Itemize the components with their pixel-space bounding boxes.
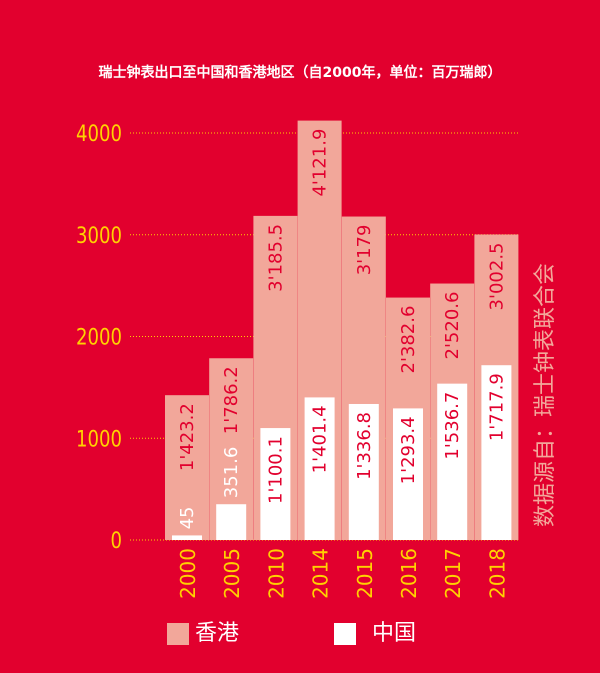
bar-china	[260, 428, 291, 540]
bar-label-hongkong: 3'185.5	[265, 224, 286, 292]
y-tick-label: 1000	[76, 427, 122, 452]
bar-china	[172, 535, 202, 540]
x-tick-label: 2005	[220, 548, 244, 599]
bar-label-hongkong: 1'786.2	[221, 366, 242, 434]
bar-china	[216, 504, 247, 540]
y-tick-label: 4000	[76, 122, 122, 147]
bar-china	[481, 365, 512, 540]
bar-label-china: 1'293.4	[398, 416, 419, 484]
y-tick-label: 0	[111, 529, 123, 554]
y-tick-label: 2000	[76, 326, 122, 351]
bar-label-china: 351.6	[221, 447, 242, 499]
bar-china	[437, 383, 468, 540]
y-tick-label: 3000	[76, 224, 122, 249]
x-tick-label: 2018	[485, 548, 509, 599]
chart-title: 瑞士钟表出口至中国和香港地区（自2000年，单位：百万瑞郎）	[98, 65, 502, 81]
bar-china	[304, 397, 335, 540]
bar-label-hongkong: 3'002.5	[486, 242, 507, 310]
x-tick-label: 2016	[397, 548, 421, 599]
x-tick-label: 2000	[176, 548, 200, 599]
bar-label-hongkong: 2'520.6	[442, 292, 463, 360]
bar-label-hongkong: 2'382.6	[398, 306, 419, 374]
bar-china	[348, 403, 379, 540]
bar-label-hongkong: 3'179	[354, 225, 375, 276]
x-tick-label: 2017	[441, 548, 465, 599]
x-tick-label: 2014	[309, 548, 333, 599]
bar-label-china: 1'336.8	[354, 412, 375, 480]
legend-swatch-hongkong	[167, 623, 189, 645]
legend-swatch-china	[334, 623, 356, 645]
legend-label-hongkong: 香港	[195, 621, 240, 646]
bar-label-china: 1'100.1	[265, 436, 286, 504]
bar-china	[393, 408, 423, 540]
x-tick-label: 2010	[264, 548, 288, 599]
bar-label-china: 1'717.9	[486, 373, 507, 441]
x-tick-label: 2015	[353, 548, 377, 599]
bar-label-china: 1'536.7	[442, 392, 463, 460]
bar-label-china: 45	[177, 507, 198, 530]
legend-label-china: 中国	[372, 621, 417, 646]
bar-label-hongkong: 4'121.9	[310, 129, 331, 197]
source-note: 数据源自：瑞士钟表联合会	[533, 262, 558, 528]
bar-label-hongkong: 1'423.2	[177, 403, 198, 471]
bar-hongkong	[165, 395, 209, 540]
bar-label-china: 1'401.4	[310, 405, 331, 473]
